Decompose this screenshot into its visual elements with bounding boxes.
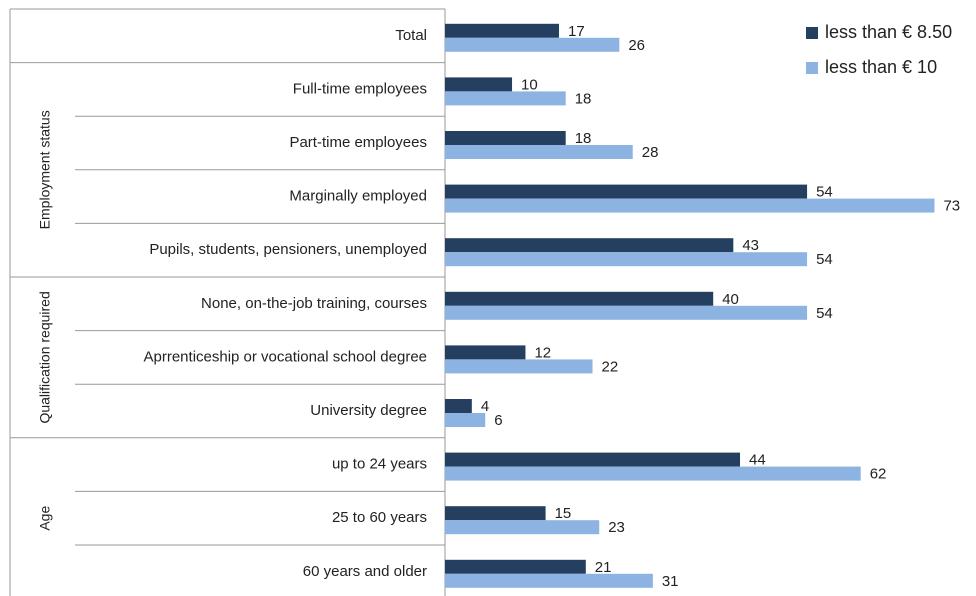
category-label: Aprrenticeship or vocational school degr…	[144, 348, 428, 365]
category-label: Full-time employees	[293, 80, 427, 97]
value-label: 15	[555, 505, 572, 522]
value-label: 73	[943, 198, 960, 215]
group-label: Qualification required	[37, 291, 53, 423]
bar	[445, 252, 808, 267]
bar	[445, 145, 633, 159]
bar	[445, 559, 586, 574]
group-label: Age	[37, 506, 53, 531]
value-label: 62	[870, 466, 887, 483]
value-label: 6	[494, 412, 502, 429]
value-label: 54	[816, 184, 833, 201]
value-label: 18	[575, 130, 592, 147]
value-label: 31	[662, 573, 679, 590]
value-label: 21	[595, 559, 612, 576]
value-label: 22	[602, 358, 619, 375]
category-label: Marginally employed	[289, 188, 427, 205]
value-label: 23	[608, 519, 625, 536]
bar	[445, 91, 566, 106]
category-label: Total	[395, 27, 427, 44]
legend-swatch	[806, 27, 818, 39]
bar	[445, 359, 593, 374]
category-label: None, on-the-job training, courses	[201, 295, 427, 312]
category-label: 60 years and older	[303, 563, 427, 580]
bar	[445, 238, 734, 253]
bar	[445, 399, 472, 413]
bar	[445, 131, 566, 145]
bar	[445, 506, 546, 521]
value-label: 18	[575, 90, 592, 107]
category-label: up to 24 years	[332, 456, 427, 473]
legend-swatch	[806, 62, 818, 74]
bar	[445, 305, 808, 320]
value-label: 40	[722, 291, 739, 308]
bar	[445, 466, 861, 481]
value-label: 12	[534, 344, 551, 361]
bar	[445, 184, 808, 199]
bar	[445, 413, 486, 427]
bar	[445, 23, 559, 38]
bar	[445, 573, 653, 588]
bar	[445, 345, 526, 360]
bar	[445, 37, 620, 52]
legend-label: less than € 8.50	[825, 22, 952, 42]
group-label: Employment status	[37, 110, 53, 229]
value-label: 43	[742, 237, 759, 254]
bar	[445, 77, 513, 92]
value-label: 44	[749, 452, 766, 469]
value-label: 4	[481, 398, 489, 415]
category-label: Part-time employees	[289, 134, 427, 151]
value-label: 26	[628, 37, 645, 54]
bar	[445, 520, 600, 535]
bar	[445, 198, 935, 213]
legend-label: less than € 10	[825, 57, 937, 77]
value-label: 54	[816, 305, 833, 322]
bar	[445, 291, 714, 306]
category-label: Pupils, students, pensioners, unemployed	[149, 241, 427, 258]
value-label: 10	[521, 76, 538, 93]
value-label: 54	[816, 251, 833, 268]
bar	[445, 452, 741, 467]
value-label: 17	[568, 23, 585, 40]
category-label: University degree	[310, 402, 427, 419]
category-label: 25 to 60 years	[332, 509, 427, 526]
value-label: 28	[642, 144, 659, 161]
